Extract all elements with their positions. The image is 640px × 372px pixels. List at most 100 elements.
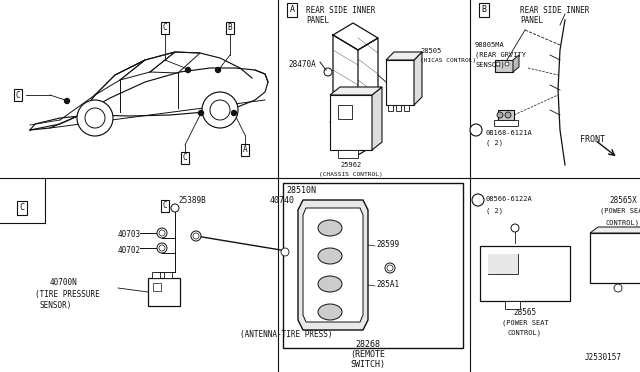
Circle shape xyxy=(186,67,191,73)
Circle shape xyxy=(198,110,204,115)
Bar xyxy=(148,278,180,306)
Text: REAR SIDE INNER: REAR SIDE INNER xyxy=(306,6,376,15)
Text: (CHASSIS CONTROL): (CHASSIS CONTROL) xyxy=(319,172,383,177)
Text: CONTROL): CONTROL) xyxy=(508,330,542,337)
Bar xyxy=(386,60,414,105)
Bar xyxy=(396,105,401,111)
Polygon shape xyxy=(298,200,368,330)
Text: 25389B: 25389B xyxy=(178,196,205,205)
Text: C: C xyxy=(163,202,167,211)
Circle shape xyxy=(505,112,511,118)
Text: SENSOR): SENSOR) xyxy=(475,62,505,68)
Text: ( 2): ( 2) xyxy=(486,140,503,147)
Bar xyxy=(330,95,372,150)
Circle shape xyxy=(210,100,230,120)
Circle shape xyxy=(614,284,622,292)
Circle shape xyxy=(157,228,167,238)
Polygon shape xyxy=(513,55,519,72)
Text: S: S xyxy=(476,198,480,204)
Text: 98805MA: 98805MA xyxy=(475,42,505,48)
Circle shape xyxy=(216,67,221,73)
Polygon shape xyxy=(372,87,382,150)
Bar xyxy=(495,60,513,72)
Circle shape xyxy=(511,224,519,232)
Text: B: B xyxy=(474,127,478,133)
Text: (HICAS CONTROL): (HICAS CONTROL) xyxy=(420,58,476,63)
Text: 25962: 25962 xyxy=(340,162,362,168)
Text: SWITCH): SWITCH) xyxy=(351,360,385,369)
Circle shape xyxy=(472,194,484,206)
Text: 40702: 40702 xyxy=(118,246,141,255)
Text: FRONT: FRONT xyxy=(580,135,605,144)
Polygon shape xyxy=(303,208,363,322)
Circle shape xyxy=(202,92,238,128)
Circle shape xyxy=(470,124,482,136)
Text: (ANTENNA-TIRE PRESS): (ANTENNA-TIRE PRESS) xyxy=(240,330,333,339)
Text: (POWER SEAT: (POWER SEAT xyxy=(502,320,548,327)
Text: 28510N: 28510N xyxy=(286,186,316,195)
Bar xyxy=(338,150,358,158)
Text: (TIRE PRESSURE: (TIRE PRESSURE xyxy=(35,290,100,299)
Bar xyxy=(498,110,514,120)
Text: B: B xyxy=(228,23,232,32)
Bar xyxy=(590,233,640,283)
Text: C: C xyxy=(163,23,167,32)
Text: 285A1: 285A1 xyxy=(376,280,399,289)
Text: C: C xyxy=(16,90,20,99)
Bar xyxy=(404,105,409,111)
Text: 28565X: 28565X xyxy=(609,196,637,205)
Bar xyxy=(338,105,352,119)
Text: 08566-6122A: 08566-6122A xyxy=(486,196,532,202)
Text: 28565: 28565 xyxy=(513,308,536,317)
Circle shape xyxy=(193,233,199,239)
Circle shape xyxy=(505,62,509,66)
Bar xyxy=(388,105,393,111)
Circle shape xyxy=(385,263,395,273)
Circle shape xyxy=(496,62,500,66)
Circle shape xyxy=(497,112,503,118)
Text: (POWER SEAT: (POWER SEAT xyxy=(600,208,640,215)
Polygon shape xyxy=(386,52,422,60)
Ellipse shape xyxy=(318,220,342,236)
Text: CONTROL): CONTROL) xyxy=(606,219,640,225)
Circle shape xyxy=(65,99,70,103)
Text: (REAR GRVITY: (REAR GRVITY xyxy=(475,52,526,58)
Ellipse shape xyxy=(318,276,342,292)
Text: SENSOR): SENSOR) xyxy=(40,301,72,310)
Bar xyxy=(494,120,518,126)
Text: 40703: 40703 xyxy=(118,230,141,239)
Text: J2530157: J2530157 xyxy=(585,353,622,362)
Circle shape xyxy=(77,100,113,136)
Text: 28268: 28268 xyxy=(355,340,381,349)
Text: 28599: 28599 xyxy=(376,240,399,249)
Text: C: C xyxy=(19,203,24,212)
Bar xyxy=(283,183,463,348)
Text: PANEL: PANEL xyxy=(306,16,329,25)
Text: 40700N: 40700N xyxy=(50,278,77,287)
Text: 28505: 28505 xyxy=(420,48,441,54)
Text: 40740: 40740 xyxy=(270,196,295,205)
Polygon shape xyxy=(590,227,640,233)
Text: A: A xyxy=(289,6,294,15)
Text: 28470A: 28470A xyxy=(288,60,316,69)
Bar xyxy=(480,246,570,301)
Bar xyxy=(488,254,518,274)
Text: B: B xyxy=(481,6,486,15)
Circle shape xyxy=(387,265,393,271)
Circle shape xyxy=(191,231,201,241)
Circle shape xyxy=(281,248,289,256)
Circle shape xyxy=(159,245,165,251)
Bar xyxy=(488,254,518,274)
Bar xyxy=(152,272,160,278)
Text: PANEL: PANEL xyxy=(520,16,543,25)
Circle shape xyxy=(171,204,179,212)
Circle shape xyxy=(85,108,105,128)
Polygon shape xyxy=(330,87,382,95)
Bar xyxy=(153,283,161,291)
Bar xyxy=(505,301,520,309)
Bar xyxy=(164,272,172,278)
Circle shape xyxy=(232,110,237,115)
Text: (REMOTE: (REMOTE xyxy=(351,350,385,359)
Circle shape xyxy=(157,243,167,253)
Text: ( 2): ( 2) xyxy=(486,208,503,215)
